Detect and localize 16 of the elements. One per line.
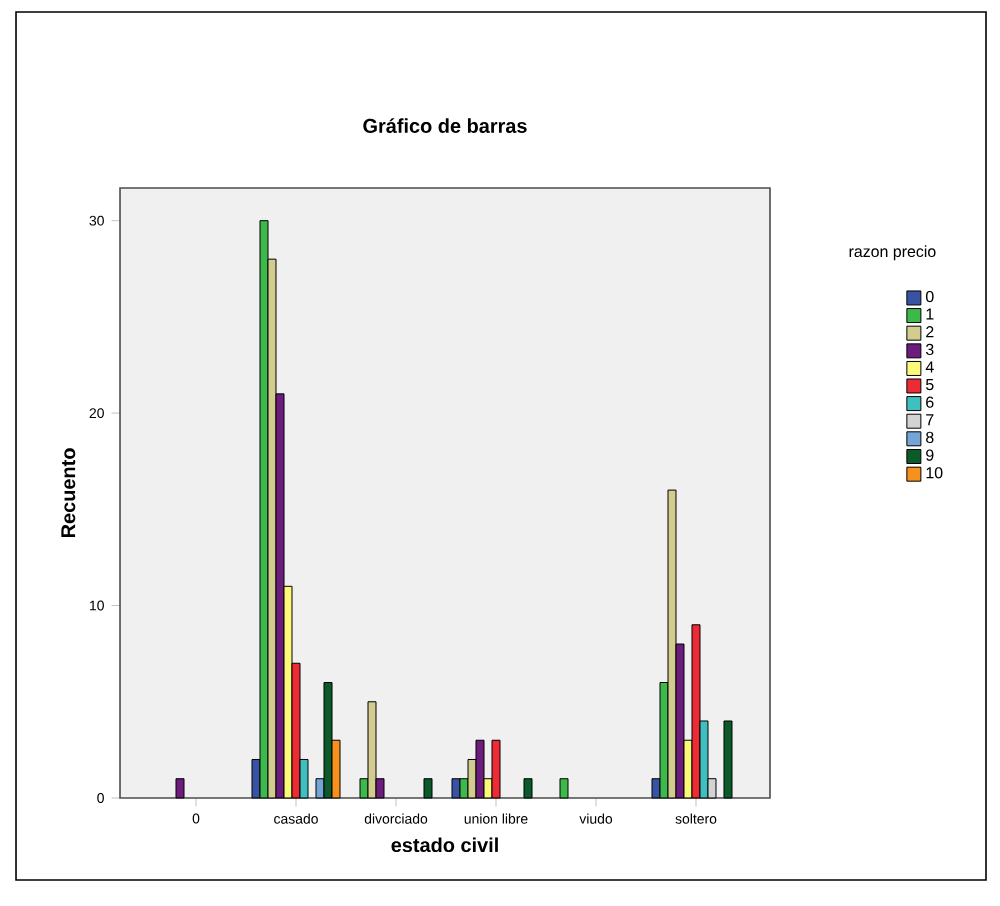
bar <box>667 489 677 799</box>
x-axis-title: estado civil <box>391 837 498 853</box>
y-axis-title: Recuento <box>61 448 76 538</box>
bar <box>367 701 377 799</box>
bar <box>491 739 501 799</box>
bar <box>559 778 569 799</box>
bar <box>691 624 701 799</box>
bar <box>259 220 269 799</box>
bar <box>475 739 485 799</box>
bar <box>323 682 333 799</box>
bar <box>423 778 433 799</box>
bar <box>523 778 533 799</box>
chart-title: Gráfico de barras <box>363 118 527 133</box>
bar <box>175 778 185 799</box>
bar <box>451 778 461 799</box>
bar <box>723 720 733 799</box>
